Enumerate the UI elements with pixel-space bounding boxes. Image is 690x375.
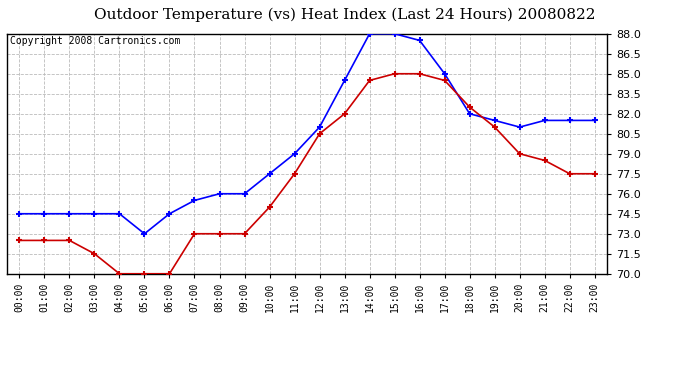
Text: Outdoor Temperature (vs) Heat Index (Last 24 Hours) 20080822: Outdoor Temperature (vs) Heat Index (Las…: [95, 8, 595, 22]
Text: Copyright 2008 Cartronics.com: Copyright 2008 Cartronics.com: [10, 36, 180, 46]
